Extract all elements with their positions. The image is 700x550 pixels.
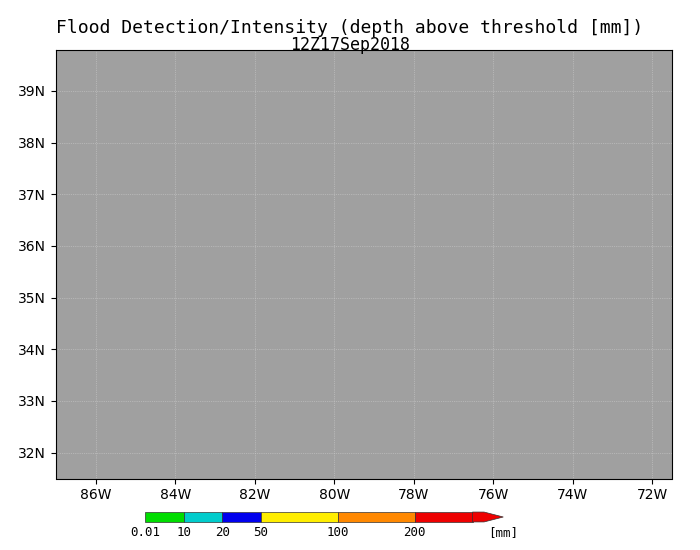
Text: Flood Detection/Intensity (depth above threshold [mm]): Flood Detection/Intensity (depth above t… <box>57 19 643 37</box>
Text: 0.01: 0.01 <box>130 526 160 539</box>
Text: 200: 200 <box>403 526 426 539</box>
Bar <box>146 512 183 522</box>
Text: 10: 10 <box>176 526 191 539</box>
Bar <box>414 512 472 522</box>
Text: 12Z17Sep2018: 12Z17Sep2018 <box>290 36 410 54</box>
FancyArrow shape <box>473 512 503 522</box>
Bar <box>183 512 223 522</box>
Text: 50: 50 <box>253 526 268 539</box>
Text: [mm]: [mm] <box>489 526 518 539</box>
Bar <box>223 512 260 522</box>
Bar <box>260 512 337 522</box>
Bar <box>337 512 414 522</box>
Text: 20: 20 <box>215 526 230 539</box>
Text: 100: 100 <box>326 526 349 539</box>
